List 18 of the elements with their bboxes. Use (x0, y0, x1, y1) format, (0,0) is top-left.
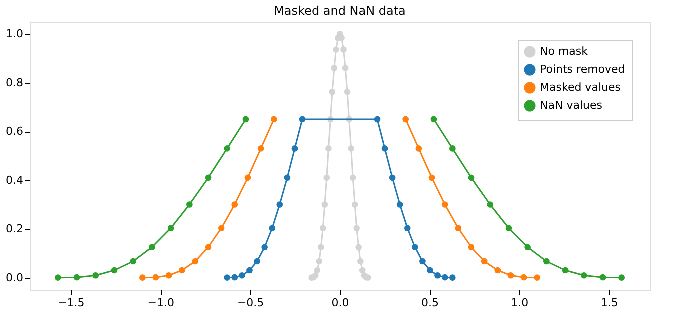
legend-label: NaN values (540, 99, 603, 112)
y-tick-label: 1.0 (6, 28, 24, 41)
x-tick-label: 0.5 (421, 296, 439, 310)
x-tick-label: 0.0 (332, 296, 350, 310)
y-tick-label: 0.0 (6, 271, 24, 284)
x-tick-label: 1.5 (600, 296, 618, 310)
x-tick-label: −1.0 (148, 296, 174, 310)
legend-label: Masked values (540, 81, 622, 94)
y-tick-label: 0.8 (6, 76, 24, 90)
chart-title: Masked and NaN data (274, 4, 406, 18)
y-tick-label: 0.2 (6, 222, 24, 236)
y-tick-label: 0.6 (6, 125, 24, 138)
x-tick-label: −0.5 (237, 296, 264, 310)
x-tick-label: −1.5 (58, 296, 85, 310)
legend-label: Points removed (540, 63, 626, 76)
y-tick-label: 0.4 (6, 174, 24, 187)
x-tick-label: 1.0 (511, 296, 529, 310)
legend-label: No mask (540, 45, 589, 58)
